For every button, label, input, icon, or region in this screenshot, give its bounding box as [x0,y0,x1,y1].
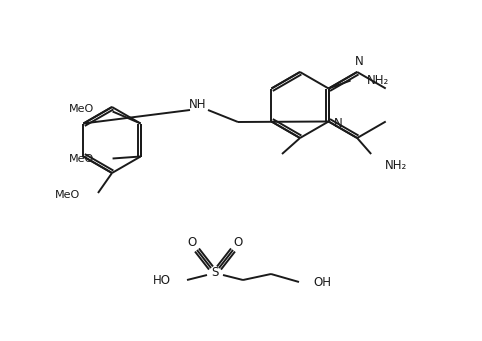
Text: MeO: MeO [69,104,94,115]
Text: NH: NH [189,99,207,112]
Text: O: O [187,236,197,249]
Text: OH: OH [313,276,331,288]
Text: NH₂: NH₂ [385,159,407,172]
Text: MeO: MeO [69,153,94,163]
Text: O: O [233,236,242,249]
Text: HO: HO [153,273,171,286]
Text: MeO: MeO [55,190,80,200]
Text: NH₂: NH₂ [367,74,389,87]
Text: N: N [355,55,363,68]
Text: N: N [334,117,342,130]
Text: S: S [211,266,219,279]
